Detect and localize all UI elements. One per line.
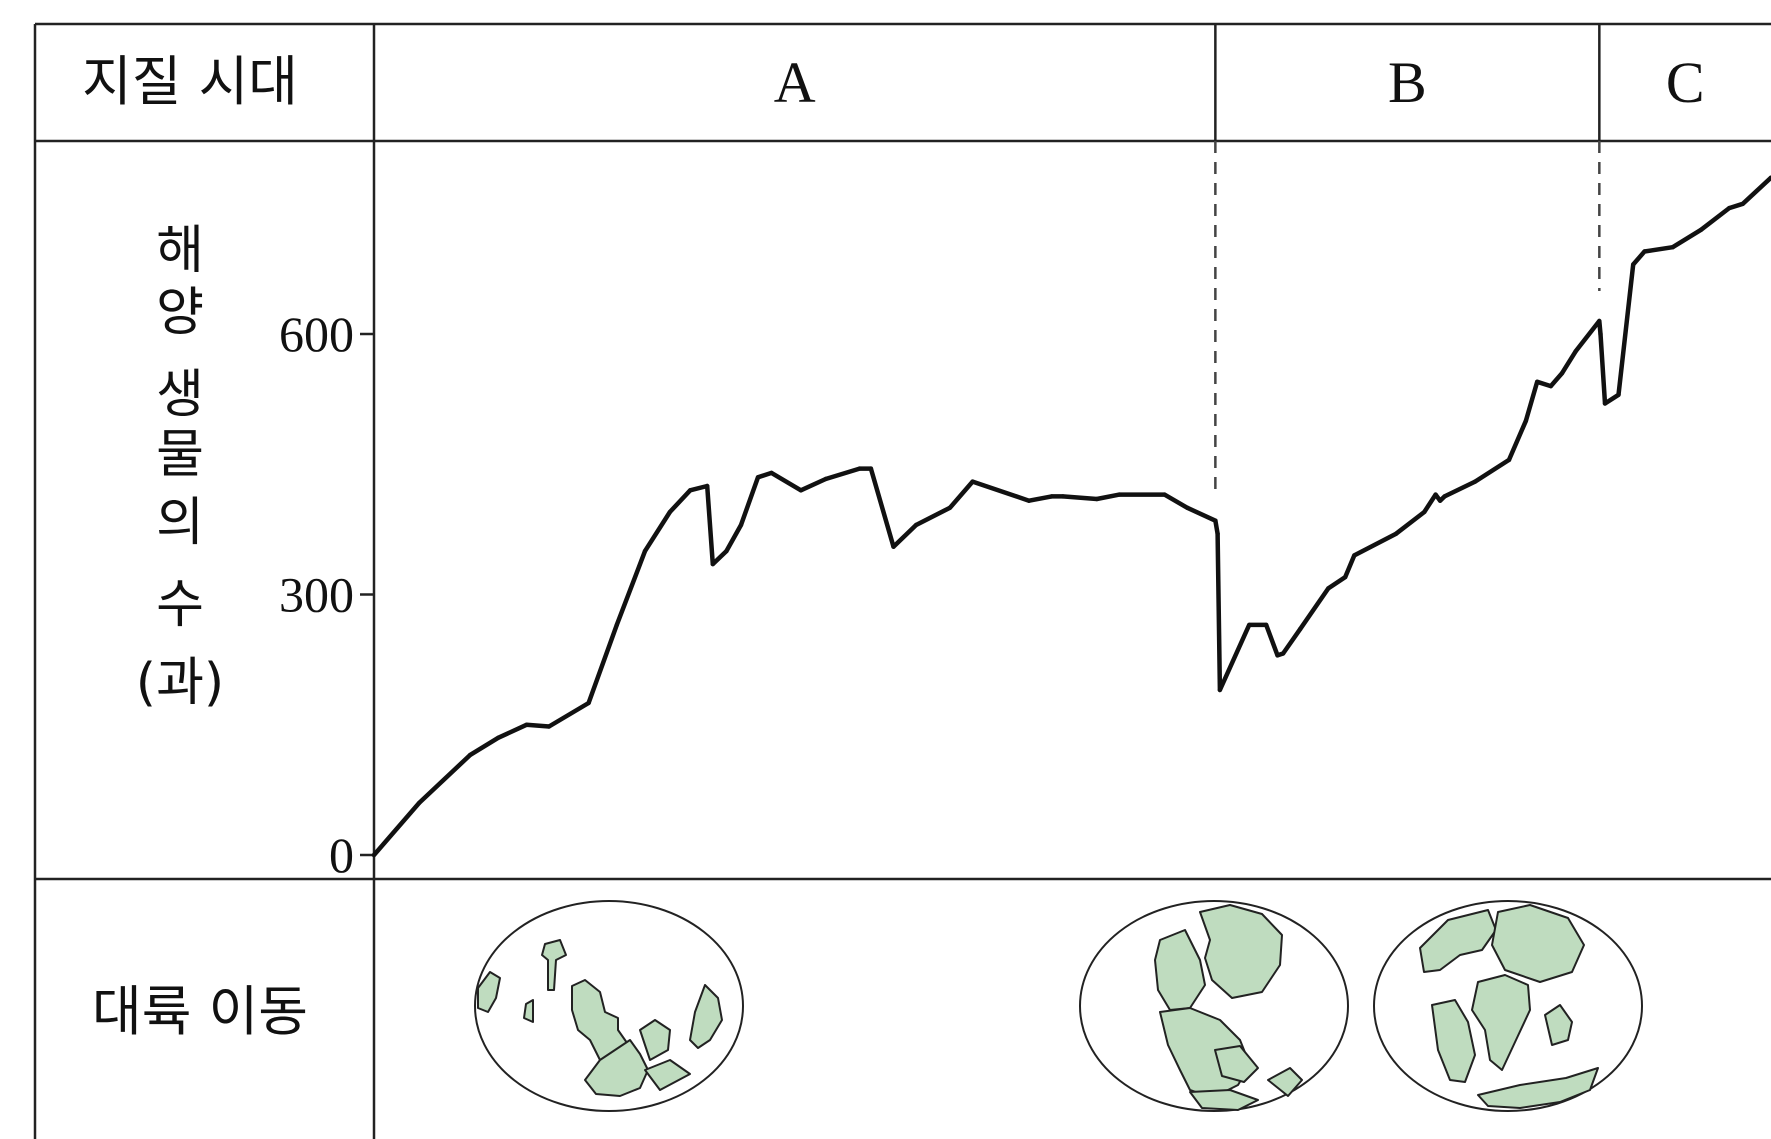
data-point [1598, 331, 1603, 337]
data-point [1060, 494, 1066, 499]
y-tick-label: 300 [279, 567, 354, 623]
data-point [868, 466, 874, 471]
data-point [913, 522, 919, 528]
data-point [586, 700, 591, 706]
data-point [710, 561, 715, 567]
data-point [1535, 379, 1540, 384]
data-point [1740, 201, 1746, 206]
data-point [1573, 349, 1578, 354]
header-label: 지질 시대 [82, 50, 298, 113]
y-axis-label-part: 의 [156, 493, 204, 553]
data-point [1437, 498, 1443, 503]
data-point [1352, 553, 1357, 558]
data-point [1506, 457, 1512, 463]
data-point [891, 544, 896, 549]
era-label-a: A [774, 50, 816, 115]
data-point [970, 479, 975, 484]
data-point [1642, 249, 1647, 254]
y-axis-label-part: 물 [156, 425, 204, 485]
data-point [1670, 245, 1675, 250]
data-point [1616, 392, 1621, 397]
era-label-c: C [1666, 50, 1705, 115]
map-B [1079, 900, 1349, 1112]
map-C [1373, 900, 1643, 1112]
data-point [1213, 518, 1218, 523]
data-point [1698, 227, 1704, 232]
data-point [1597, 318, 1602, 324]
data-point [769, 470, 774, 476]
y-axis-label-part: 해 [156, 221, 204, 281]
y-tick-label: 0 [329, 827, 354, 883]
data-point [1184, 505, 1190, 510]
y-axis-label-part: 수 [156, 575, 204, 635]
data-point [667, 509, 673, 515]
data-point [1422, 509, 1427, 515]
y-ticks: 0 300 600 [279, 306, 374, 883]
data-point [1433, 492, 1438, 497]
y-axis-label-part: (과) [136, 653, 224, 713]
data-point [823, 476, 828, 482]
data-point [1275, 653, 1280, 658]
data-point [642, 548, 648, 554]
data-point [524, 722, 529, 727]
series-line [371, 175, 1771, 858]
data-point [1393, 531, 1399, 536]
data-point [1117, 492, 1122, 497]
y-axis-label-part: 생 [156, 365, 204, 425]
data-point [1559, 370, 1565, 376]
data-point [947, 505, 953, 510]
data-point [705, 483, 710, 489]
data-point [467, 752, 473, 758]
data-point [1472, 479, 1478, 484]
y-axis-label-part: 양 [156, 283, 204, 343]
data-point [417, 800, 422, 806]
data-point [1094, 496, 1100, 502]
data-point [1247, 622, 1252, 628]
data-point [1523, 418, 1529, 423]
data-point [1326, 586, 1331, 591]
data-point [688, 488, 693, 493]
data-point [371, 852, 377, 858]
data-point [1602, 401, 1608, 406]
table-frame [33, 22, 1771, 1139]
data-point [614, 622, 619, 628]
data-point [1631, 262, 1636, 267]
data-point [496, 735, 501, 740]
y-tick-label: 600 [279, 306, 354, 362]
data-point [755, 475, 761, 480]
era-label-b: B [1388, 50, 1427, 115]
data-point [1264, 622, 1269, 628]
data-point [546, 724, 552, 729]
data-point [857, 466, 862, 471]
data-point [1768, 175, 1771, 180]
data-point [724, 548, 729, 554]
series-layer [371, 175, 1771, 858]
data-point [1442, 494, 1447, 499]
data-point [1548, 383, 1554, 389]
data-point [1280, 651, 1286, 656]
data-point [1026, 498, 1032, 503]
era-layer: A B C [774, 24, 1705, 491]
map-A [474, 900, 744, 1112]
data-point [1162, 492, 1167, 497]
data-point [1297, 627, 1303, 632]
data-point [1343, 574, 1348, 580]
data-point [1217, 687, 1223, 693]
data-point [798, 488, 804, 493]
data-point [1215, 531, 1220, 536]
data-point [1049, 494, 1054, 499]
data-point [1727, 205, 1732, 211]
data-point [738, 522, 744, 528]
bottom-label: 대륙 이동 [92, 980, 308, 1043]
